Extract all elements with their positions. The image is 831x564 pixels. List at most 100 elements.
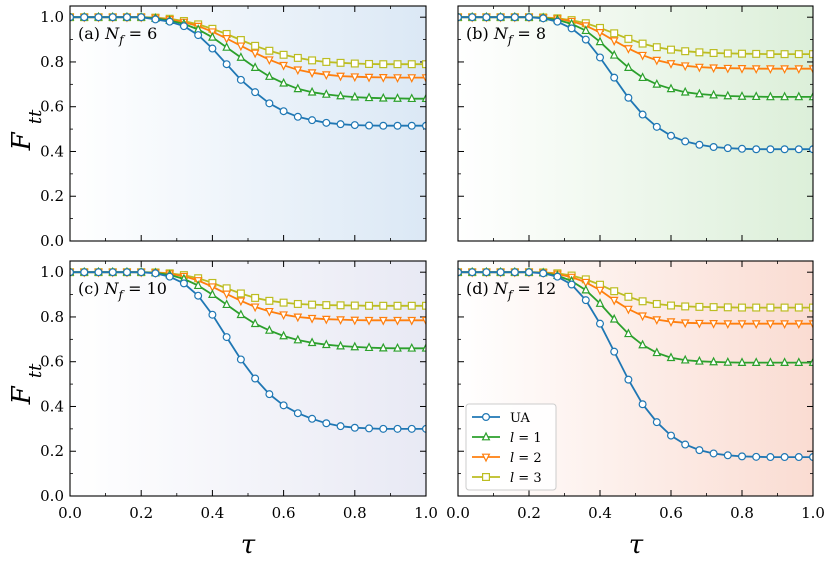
data-point-l-2: [652, 56, 662, 66]
data-point-ua: [780, 145, 789, 154]
panel-label-var: N: [104, 24, 120, 43]
data-point-ua: [610, 73, 619, 82]
panel-c-frame: [69, 260, 427, 497]
data-point-l-2: [709, 64, 718, 74]
data-point-ua: [70, 13, 74, 22]
data-point-l-2: [378, 316, 388, 326]
data-point-l-2: [609, 37, 619, 47]
data-point-l-1: [208, 289, 217, 298]
data-point-ua: [752, 452, 761, 461]
data-point-l-1: [723, 357, 733, 366]
data-point-ua: [122, 13, 131, 22]
data-point-l-2: [336, 72, 345, 82]
data-point-l-3: [610, 287, 619, 296]
data-point-ua: [723, 144, 732, 153]
panel-label-sub: f: [507, 288, 515, 302]
data-point-l-3: [794, 50, 803, 59]
data-point-l-2: [751, 320, 761, 330]
data-point-ua: [482, 268, 491, 277]
y-axis-title-top-main: F: [7, 131, 37, 151]
data-point-ua: [681, 440, 690, 449]
data-point-l-3: [293, 53, 302, 62]
data-point-l-3: [293, 299, 302, 308]
panel-d: 0.0 0.2 0.4 0.6 0.8 1.0 (d) Nf = 12: [446, 260, 825, 522]
data-point-l-2: [638, 312, 647, 322]
data-point-ua: [652, 418, 661, 427]
x-tick-label: 0.4: [588, 504, 612, 522]
data-point-l-1: [638, 339, 647, 349]
data-point-ua: [666, 131, 675, 140]
data-point-l-2: [307, 69, 317, 79]
data-point-l-1: [808, 357, 813, 367]
legend-marker: [482, 413, 491, 422]
data-point-l-2: [680, 319, 690, 329]
data-point-l-1: [393, 93, 402, 102]
data-point-l-1: [250, 62, 260, 71]
x-tick-label: 0.2: [129, 504, 153, 522]
legend-label: l = 1: [510, 431, 542, 446]
panel-label-sub: f: [118, 33, 126, 47]
data-point-l-3: [752, 303, 761, 312]
data-point-l-2: [336, 316, 345, 325]
legend-label: UA: [510, 411, 531, 426]
legend-label: l = 2: [510, 451, 542, 466]
panel-label-value: = 6: [124, 24, 158, 43]
panel-b-label: (b) Nf = 8: [466, 24, 546, 47]
data-point-ua: [179, 22, 188, 31]
data-point-l-3: [236, 289, 245, 298]
data-point-ua: [222, 60, 231, 69]
data-point-l-2: [652, 316, 662, 325]
data-point-ua: [80, 13, 89, 22]
y-tick-label: 1.0: [40, 263, 64, 281]
data-point-l-1: [709, 89, 718, 99]
legend-marker: [482, 473, 491, 482]
data-point-ua: [624, 93, 633, 102]
data-point-l-2: [236, 42, 246, 52]
data-point-ua: [322, 118, 331, 127]
data-point-l-2: [378, 73, 388, 83]
data-point-l-1: [609, 49, 619, 59]
data-point-l-2: [250, 303, 260, 313]
series-ua: [70, 13, 426, 130]
data-point-ua: [393, 424, 402, 433]
panel-a-frame: [69, 5, 427, 242]
data-point-ua: [737, 452, 746, 461]
y-tick-label: 0.4: [40, 142, 64, 160]
data-point-l-1: [595, 298, 605, 307]
panel-label-prefix: (b): [466, 24, 494, 43]
data-point-l-1: [737, 357, 747, 367]
data-point-ua: [553, 17, 562, 26]
data-point-ua: [407, 121, 416, 130]
data-point-ua: [510, 13, 519, 22]
data-point-ua: [723, 451, 732, 460]
data-point-l-1: [751, 91, 761, 101]
panel-label-var: N: [104, 279, 120, 298]
panel-c-ticks: 0.0 0.2 0.4 0.6 0.8 1.0 0.0 0.2 0.4 0.6 0.8 1.0: [40, 261, 438, 522]
data-point-l-1: [364, 92, 374, 102]
data-point-l-3: [610, 29, 619, 38]
x-tick-label: 0.8: [730, 504, 754, 522]
data-point-l-3: [766, 303, 775, 312]
data-point-ua: [422, 424, 426, 433]
data-point-l-2: [236, 297, 246, 307]
data-point-l-2: [723, 64, 733, 74]
data-point-l-1: [780, 357, 789, 367]
data-point-l-3: [666, 45, 675, 54]
data-point-l-1: [666, 83, 676, 93]
data-point-l-1: [293, 83, 303, 93]
data-point-l-2: [222, 35, 232, 44]
data-point-ua: [737, 144, 746, 153]
x-tick-label: 0.0: [58, 504, 82, 522]
y-axis-title-subscript: tt: [25, 109, 46, 124]
data-point-l-1: [723, 90, 733, 100]
series-ua: [458, 13, 813, 154]
data-point-l-1: [421, 342, 426, 352]
data-point-ua: [709, 143, 718, 152]
data-point-ua: [308, 116, 317, 125]
panel-d-frame: [457, 260, 814, 497]
data-point-l-3: [723, 49, 732, 58]
data-point-l-3: [638, 39, 647, 48]
data-point-ua: [365, 121, 374, 130]
data-point-l-2: [421, 74, 426, 83]
